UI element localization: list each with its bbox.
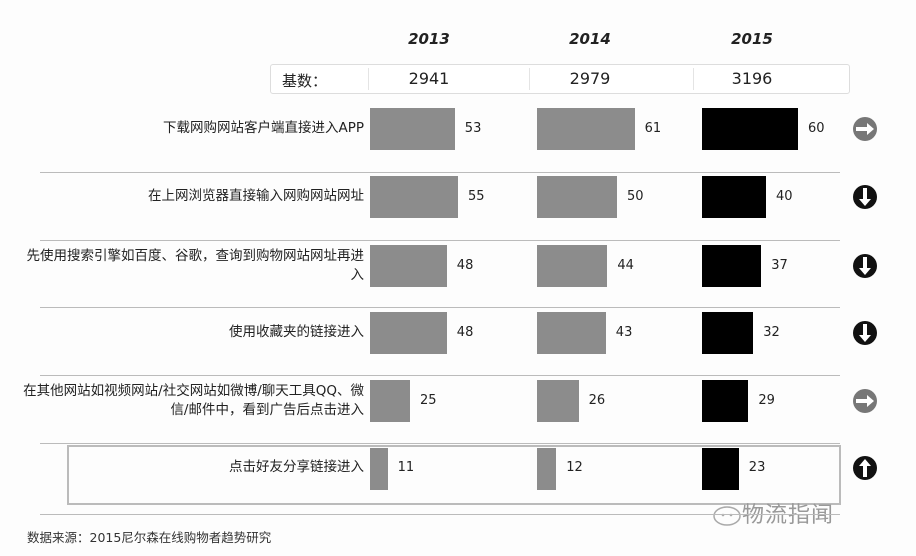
- base-value: 3196: [731, 69, 773, 88]
- data-label: 25: [420, 393, 437, 408]
- row-divider: [40, 240, 840, 241]
- bar-2014: [537, 176, 617, 218]
- year-header: 2015: [731, 30, 773, 48]
- data-label: 53: [464, 121, 482, 136]
- base-divider: [693, 68, 694, 90]
- down-arrow-icon: [851, 252, 879, 280]
- row-divider: [40, 307, 840, 308]
- bar-2015: [702, 176, 766, 218]
- base-divider: [368, 68, 369, 90]
- up-arrow-icon: [851, 454, 879, 482]
- base-label: 基数：: [282, 72, 328, 90]
- bar-2013: [370, 176, 458, 218]
- bar-2015: [702, 312, 754, 354]
- down-arrow-icon: [851, 183, 879, 211]
- data-label: 32: [763, 325, 780, 340]
- data-label: 12: [566, 460, 583, 475]
- data-label: 55: [468, 189, 485, 204]
- data-label: 40: [776, 189, 793, 204]
- down-arrow-icon: [851, 319, 879, 347]
- bar-2013: [370, 245, 447, 287]
- bar-2015: [702, 108, 798, 150]
- data-label: 61: [644, 121, 662, 136]
- base-row: [270, 64, 850, 94]
- data-label: 50: [627, 189, 644, 204]
- base-value: 2941: [408, 69, 450, 88]
- highlight-box: [67, 445, 841, 505]
- data-label: 11: [397, 460, 415, 475]
- data-label: 44: [617, 258, 634, 273]
- bar-2014: [537, 448, 557, 490]
- data-label: 23: [748, 460, 766, 475]
- bar-2014: [537, 245, 608, 287]
- bar-2014: [537, 108, 635, 150]
- category-label: 先使用搜索引擎如百度、谷歌，查询到购物网站网址再进入: [26, 248, 365, 283]
- year-header: 2014: [569, 30, 611, 48]
- year-header: 2013: [408, 30, 450, 48]
- data-label: 48: [456, 325, 474, 340]
- bar-2015: [702, 380, 749, 422]
- right-arrow-icon: [851, 387, 879, 415]
- category-label: 下载网购网站客户端直接进入APP: [162, 120, 364, 136]
- bar-2014: [537, 312, 606, 354]
- row-divider: [40, 514, 840, 515]
- category-label: 在上网浏览器直接输入网购网站网址: [148, 188, 364, 204]
- base-value: 2979: [569, 69, 611, 88]
- data-label: 48: [456, 258, 474, 273]
- category-label: 使用收藏夹的链接进入: [229, 324, 364, 340]
- watermark-logo: 物流指闻: [712, 497, 834, 529]
- bar-2013: [370, 312, 447, 354]
- row-divider: [40, 443, 840, 444]
- category-label: 点击好友分享链接进入: [229, 459, 364, 475]
- data-label: 29: [758, 393, 775, 408]
- data-label: 26: [588, 393, 606, 408]
- data-label: 43: [615, 325, 633, 340]
- bar-2015: [702, 245, 762, 287]
- source-note: 数据来源：2015尼尔森在线购物者趋势研究: [27, 530, 272, 545]
- bar-2013: [370, 108, 455, 150]
- right-arrow-icon: [851, 115, 879, 143]
- row-divider: [40, 172, 840, 173]
- row-divider: [40, 375, 840, 376]
- data-label: 60: [808, 121, 825, 136]
- bar-2015: [702, 448, 739, 490]
- watermark-text: 物流指闻: [742, 503, 835, 528]
- bar-2013: [370, 448, 388, 490]
- bar-2013: [370, 380, 410, 422]
- bar-2014: [537, 380, 579, 422]
- base-divider: [529, 68, 530, 90]
- category-label: 在其他网站如视频网站/社交网站如微博/聊天工具QQ、微信/邮件中，看到广告后点击…: [23, 383, 364, 418]
- data-label: 37: [771, 258, 788, 273]
